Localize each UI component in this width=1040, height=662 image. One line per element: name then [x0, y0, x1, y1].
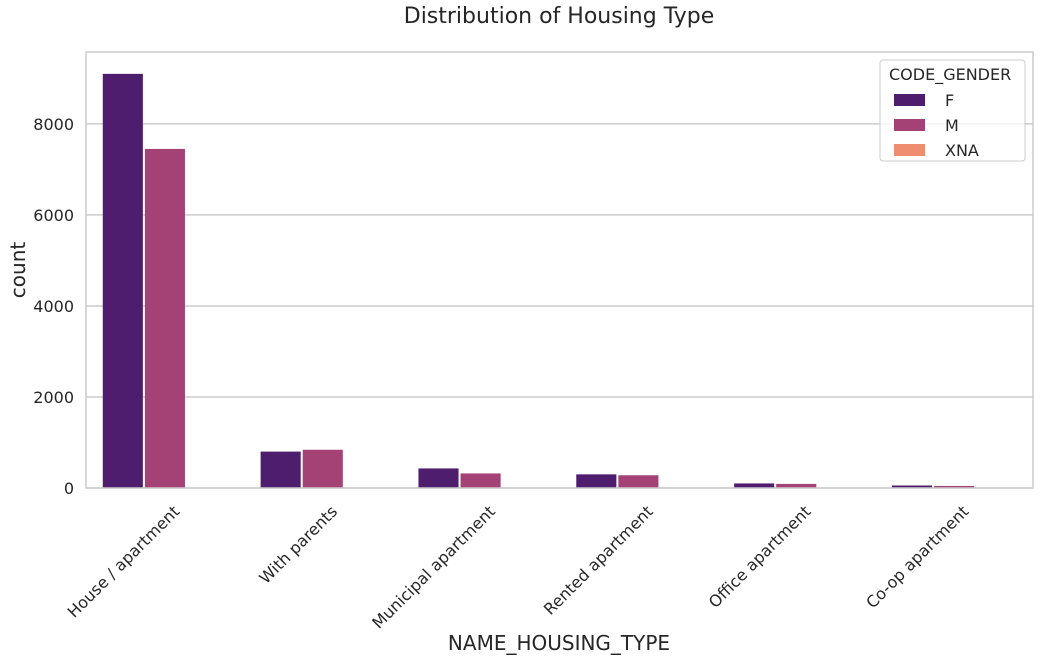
bar	[776, 483, 817, 488]
x-tick-label: Rented apartment	[540, 502, 657, 619]
legend-swatch	[894, 144, 925, 156]
y-tick-label: 8000	[33, 115, 74, 134]
y-tick-label: 0	[64, 479, 74, 498]
legend-swatch	[894, 94, 925, 106]
bar	[418, 468, 459, 488]
legend-title: CODE_GENDER	[889, 65, 1011, 85]
y-axis-label: count	[6, 242, 30, 299]
x-axis-label: NAME_HOUSING_TYPE	[448, 631, 670, 655]
legend-label: XNA	[945, 141, 979, 160]
grid-lines	[86, 123, 1033, 489]
bar	[144, 148, 185, 488]
legend-label: M	[945, 116, 959, 135]
bar	[302, 449, 343, 488]
bar	[618, 475, 659, 488]
legend-label: F	[945, 91, 954, 110]
chart-title: Distribution of Housing Type	[404, 4, 715, 29]
bar	[460, 473, 501, 488]
legend-entries: FM XNA	[894, 91, 979, 160]
bar	[576, 474, 617, 488]
x-tick-label: With parents	[255, 502, 341, 588]
x-tick-label: Co-op apartment	[862, 502, 972, 612]
legend: CODE_GENDER FM XNA	[879, 59, 1026, 162]
legend-box	[879, 59, 1026, 162]
x-tick-label: Municipal apartment	[368, 502, 499, 633]
legend-swatch	[894, 119, 925, 131]
bar	[891, 485, 933, 488]
y-tick-label: 6000	[33, 206, 74, 225]
bar	[260, 451, 301, 488]
x-tick-label: Office apartment	[705, 502, 815, 612]
bar	[934, 485, 975, 488]
bar	[734, 483, 775, 488]
y-tick-labels: 0 2000 4000 6000 8000	[33, 115, 74, 498]
plot-frame	[85, 51, 1034, 489]
y-tick-label: 2000	[33, 388, 74, 407]
y-tick-label: 4000	[33, 297, 74, 316]
x-tick-labels: House / apartment With parents Municipal a…	[64, 502, 973, 633]
x-tick-label: House / apartment	[64, 502, 184, 622]
bars	[102, 73, 975, 488]
bar	[102, 73, 143, 488]
